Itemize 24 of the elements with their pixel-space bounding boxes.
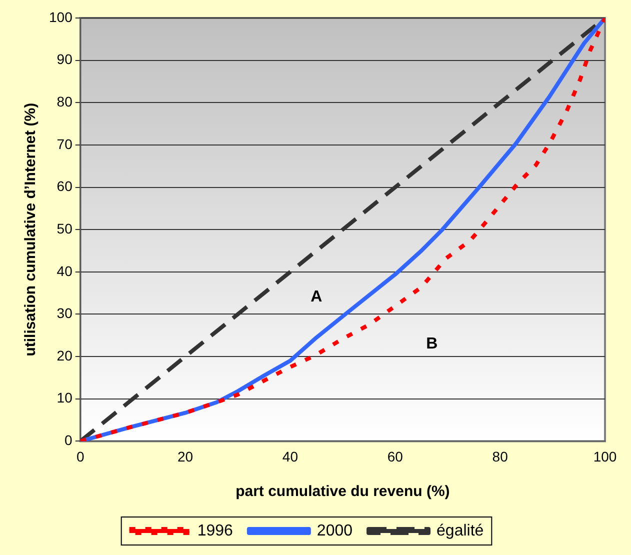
- x-tick-label: 0: [76, 448, 84, 464]
- y-tick-label: 0: [64, 432, 73, 448]
- y-tick-label: 10: [56, 390, 73, 406]
- x-tick-label: 100: [593, 448, 617, 464]
- x-axis-title: part cumulative du revenu (%): [236, 483, 450, 500]
- annotation: A: [310, 288, 323, 306]
- annotation: B: [426, 335, 438, 352]
- y-axis-title: utilisation cumulative d’Internet (%): [22, 102, 40, 356]
- y-tick-label: 20: [56, 347, 73, 364]
- y-tick-label: 30: [56, 305, 73, 322]
- legend-label: 1996: [197, 522, 234, 540]
- x-tick-label: 20: [178, 448, 194, 464]
- x-tick-label: 80: [492, 448, 508, 464]
- x-tick-label: 40: [282, 448, 298, 464]
- y-tick-label: 100: [49, 8, 73, 25]
- y-tick-label: 60: [56, 178, 73, 194]
- y-tick-label: 90: [56, 51, 73, 68]
- legend-label: égalité: [436, 522, 484, 540]
- legend-label: 2000: [316, 522, 353, 540]
- y-tick-label: 70: [56, 136, 73, 152]
- x-tick-label: 60: [387, 448, 404, 464]
- y-tick-label: 80: [56, 94, 73, 110]
- y-tick-label: 50: [56, 220, 73, 236]
- y-tick-label: 40: [56, 262, 73, 279]
